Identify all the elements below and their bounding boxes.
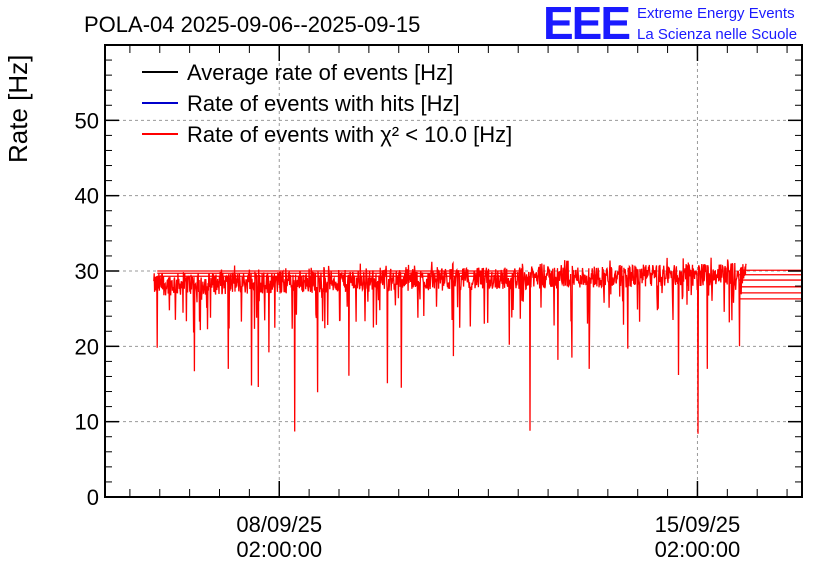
legend: Average rate of events [Hz] Rate of even… — [142, 60, 512, 147]
logo-line-1: Extreme Energy Events — [637, 5, 795, 22]
axis-layer: 0102030405008/09/2502:00:0015/09/2502:00… — [75, 45, 802, 562]
x-tick-label-date: 15/09/25 — [655, 512, 741, 537]
legend-label-chi2: Rate of events with χ² < 10.0 [Hz] — [187, 122, 512, 147]
legend-label-average: Average rate of events [Hz] — [187, 60, 453, 85]
chart-title: POLA-04 2025-09-06--2025-09-15 — [84, 12, 420, 37]
y-tick-label: 30 — [75, 259, 99, 284]
series-line-chi2 — [153, 257, 747, 434]
y-tick-label: 0 — [87, 485, 99, 510]
series-layer — [153, 257, 802, 434]
y-axis-title: Rate [Hz] — [3, 55, 33, 163]
x-tick-label-date: 08/09/25 — [236, 512, 322, 537]
x-tick-label-time: 02:00:00 — [236, 537, 322, 562]
y-tick-label: 10 — [75, 410, 99, 435]
logo-mark: EEE — [543, 0, 629, 49]
eee-logo: EEE Extreme Energy Events La Scienza nel… — [543, 0, 797, 49]
legend-label-hits: Rate of events with hits [Hz] — [187, 91, 460, 116]
y-tick-label: 50 — [75, 108, 99, 133]
logo-line-2: La Scienza nelle Scuole — [637, 26, 797, 43]
y-tick-label: 20 — [75, 334, 99, 359]
x-tick-label-time: 02:00:00 — [655, 537, 741, 562]
y-tick-label: 40 — [75, 184, 99, 209]
